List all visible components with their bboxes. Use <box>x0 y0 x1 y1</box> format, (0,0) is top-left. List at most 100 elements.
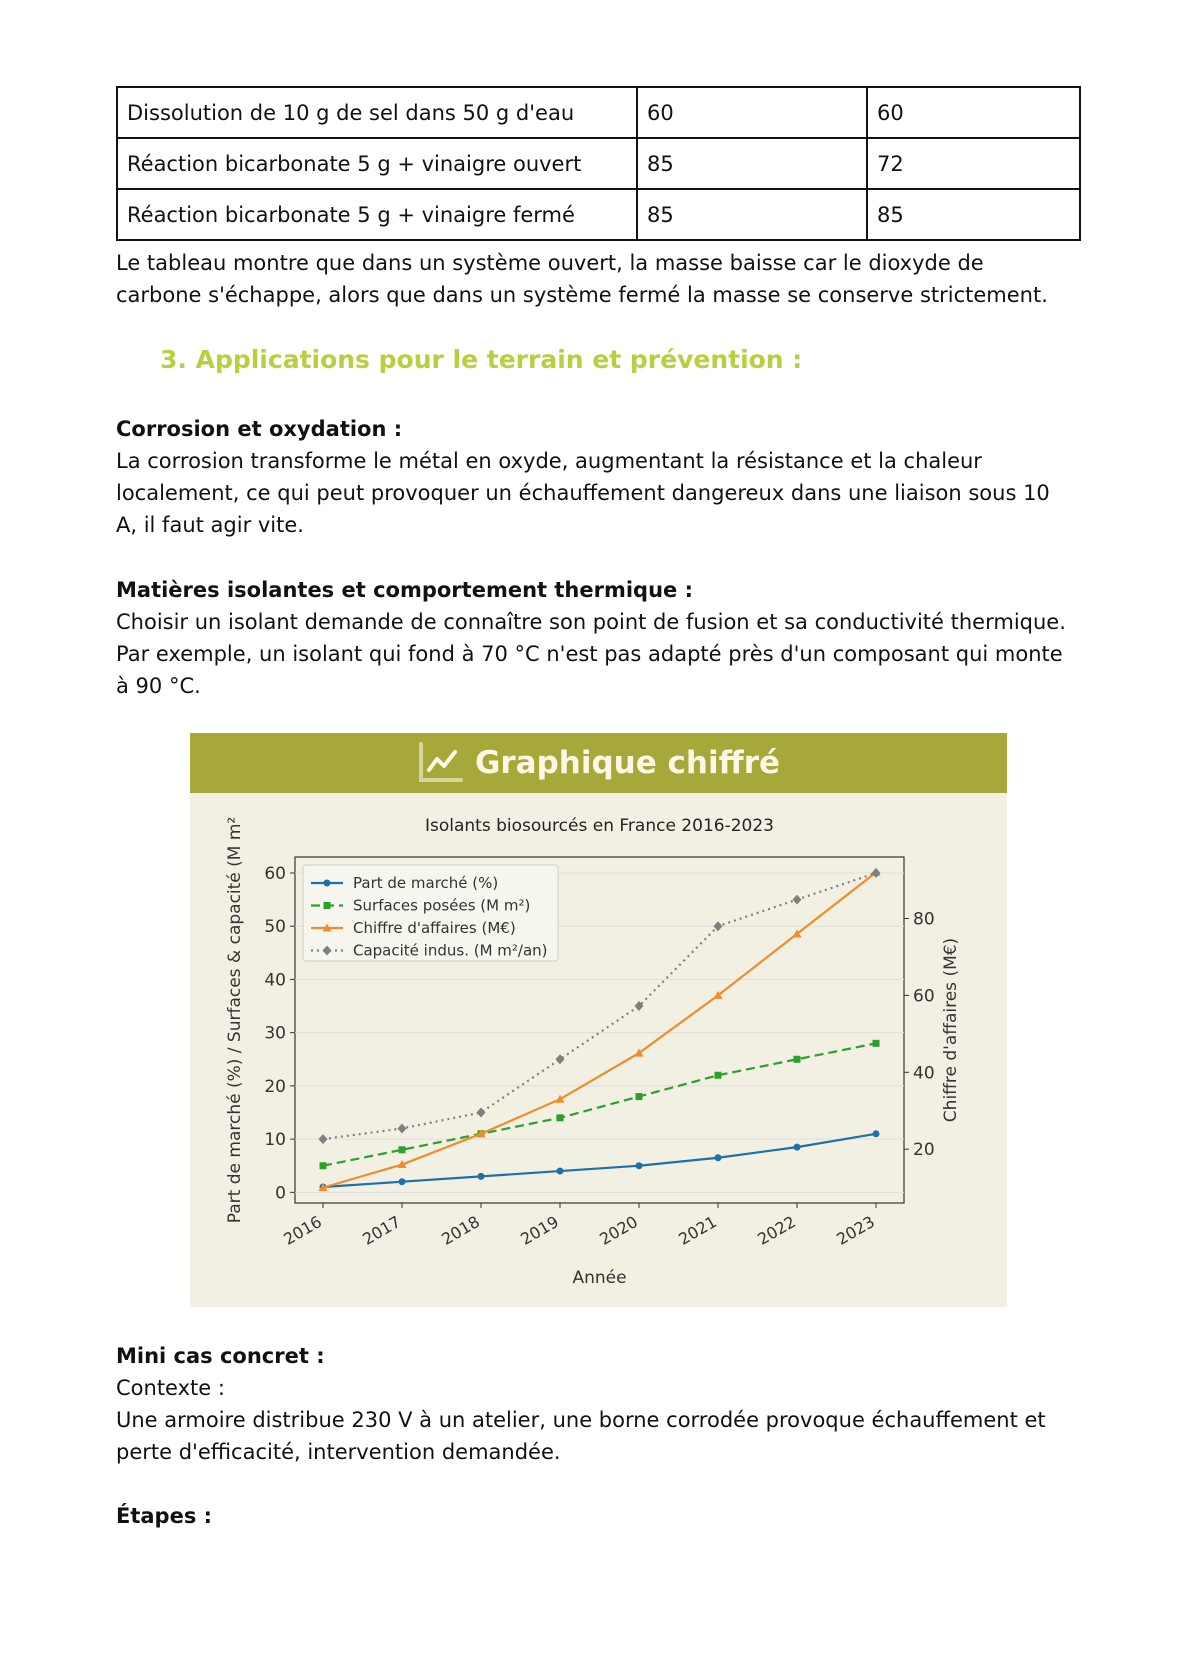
subheading: Mini cas concret : <box>116 1344 325 1368</box>
legend-label: Capacité indus. (M m²/an) <box>353 942 548 960</box>
data-point <box>635 1093 643 1101</box>
data-point <box>555 1054 565 1065</box>
data-point <box>318 1134 328 1145</box>
cell: 85 <box>866 188 1081 241</box>
text-line: perte d'efficacité, intervention demandé… <box>116 1440 561 1464</box>
legend-marker <box>322 945 332 956</box>
text-line: Contexte : <box>116 1376 225 1400</box>
y-tick-label: 60 <box>264 864 286 884</box>
text-line: Par exemple, un isolant qui fond à 70 °C… <box>116 642 1063 666</box>
data-point <box>319 1162 327 1170</box>
series-line-2 <box>322 871 877 1189</box>
series-line-0 <box>322 1132 877 1189</box>
text-line: Choisir un isolant demande de connaître … <box>116 610 1066 634</box>
data-point <box>714 1154 722 1162</box>
x-tick-label: 2021 <box>675 1212 720 1249</box>
text-line: A, il faut agir vite. <box>116 513 304 537</box>
legend-marker <box>323 902 331 909</box>
cas-section: Mini cas concret : Contexte : Une armoir… <box>116 1340 1096 1468</box>
cell: Réaction bicarbonate 5 g + vinaigre ferm… <box>116 188 638 241</box>
legend <box>302 864 559 962</box>
table-row: Dissolution de 10 g de sel dans 50 g d'e… <box>116 86 1081 139</box>
data-point <box>634 1048 644 1057</box>
y2-tick-label: 40 <box>913 1063 935 1083</box>
table-conclusion: Le tableau montre que dans un système ou… <box>116 247 1096 311</box>
x-tick-label: 2020 <box>596 1212 641 1249</box>
legend-label: Part de marché (%) <box>353 874 498 892</box>
cell: 72 <box>866 137 1081 190</box>
subheading: Corrosion et oxydation : <box>116 417 403 441</box>
legend-label: Chiffre d'affaires (M€) <box>353 919 516 937</box>
x-tick-label: 2017 <box>359 1212 404 1249</box>
y-tick-label: 10 <box>264 1130 286 1150</box>
y2-tick-label: 80 <box>913 910 935 930</box>
data-point <box>872 1130 880 1138</box>
y-tick-label: 20 <box>264 1077 286 1097</box>
data-point <box>397 1123 407 1134</box>
x-tick-label: 2022 <box>754 1212 799 1249</box>
y2-tick-label: 20 <box>913 1140 935 1160</box>
cell: 85 <box>636 188 868 241</box>
data-point <box>634 1001 644 1012</box>
data-point <box>398 1146 406 1154</box>
y-tick-label: 40 <box>264 970 286 990</box>
data-point <box>871 867 881 878</box>
data-point <box>398 1178 406 1186</box>
cell: 60 <box>636 86 868 139</box>
cell: Dissolution de 10 g de sel dans 50 g d'e… <box>116 86 638 139</box>
x-tick-label: 2018 <box>438 1212 483 1249</box>
data-point <box>556 1114 564 1122</box>
data-point <box>635 1162 643 1170</box>
text-line: à 90 °C. <box>116 674 201 698</box>
cell: 85 <box>636 137 868 190</box>
y-tick-label: 50 <box>264 917 286 937</box>
legend-marker <box>322 923 332 932</box>
cell: Réaction bicarbonate 5 g + vinaigre ouve… <box>116 137 638 190</box>
cell: 60 <box>866 86 1081 139</box>
text-line: Le tableau montre que dans un système ou… <box>116 251 984 275</box>
legend-marker <box>323 879 331 887</box>
text-line: Une armoire distribue 230 V à un atelier… <box>116 1408 1046 1432</box>
y-tick-label: 30 <box>264 1024 286 1044</box>
results-table: Dissolution de 10 g de sel dans 50 g d'e… <box>116 86 1081 241</box>
data-point <box>713 921 723 932</box>
data-point <box>872 1039 880 1047</box>
x-axis-label: Année <box>572 1268 626 1288</box>
line-chart-icon <box>418 742 463 782</box>
data-point <box>318 1183 328 1192</box>
data-point <box>714 1071 722 1079</box>
series-line-1 <box>322 1042 877 1167</box>
isolants-section: Matières isolantes et comportement therm… <box>116 574 1096 702</box>
x-tick-label: 2016 <box>280 1212 325 1249</box>
data-point <box>793 1055 801 1063</box>
corrosion-section: Corrosion et oxydation : La corrosion tr… <box>116 413 1096 541</box>
chart-banner: Graphique chiffré <box>190 733 1007 793</box>
y-axis-label: Part de marché (%) / Surfaces & capacité… <box>225 817 245 1223</box>
section-heading: 3. Applications pour le terrain et préve… <box>160 345 803 374</box>
subheading: Matières isolantes et comportement therm… <box>116 578 693 602</box>
data-point <box>476 1129 486 1138</box>
line-chart: Isolants biosourcés en France 2016-2023 0… <box>225 816 961 1288</box>
x-tick-label: 2019 <box>517 1212 562 1249</box>
data-point <box>792 894 802 905</box>
table-row: Réaction bicarbonate 5 g + vinaigre ferm… <box>116 188 1081 241</box>
chart-title: Isolants biosourcés en France 2016-2023 <box>425 816 774 836</box>
legend-label: Surfaces posées (M m²) <box>353 897 530 915</box>
table-row: Réaction bicarbonate 5 g + vinaigre ouve… <box>116 137 1081 190</box>
data-point <box>556 1167 564 1175</box>
banner-title: Graphique chiffré <box>474 745 781 781</box>
data-point <box>477 1172 485 1180</box>
subheading-etapes: Étapes : <box>116 1504 213 1528</box>
data-point <box>792 929 802 938</box>
y2-axis-label: Chiffre d'affaires (M€) <box>941 938 961 1122</box>
text-line: carbone s'échappe, alors que dans un sys… <box>116 283 1048 307</box>
text-line: localement, ce qui peut provoquer un éch… <box>116 481 1050 505</box>
y-tick-label: 0 <box>275 1183 286 1203</box>
data-point <box>555 1094 565 1103</box>
data-point <box>713 990 723 999</box>
data-point <box>397 1160 407 1169</box>
data-point <box>793 1143 801 1151</box>
x-tick-label: 2023 <box>833 1212 878 1249</box>
data-point <box>476 1107 486 1118</box>
chart-panel: Graphique chiffré Isolants biosourcés en… <box>190 733 1007 1307</box>
